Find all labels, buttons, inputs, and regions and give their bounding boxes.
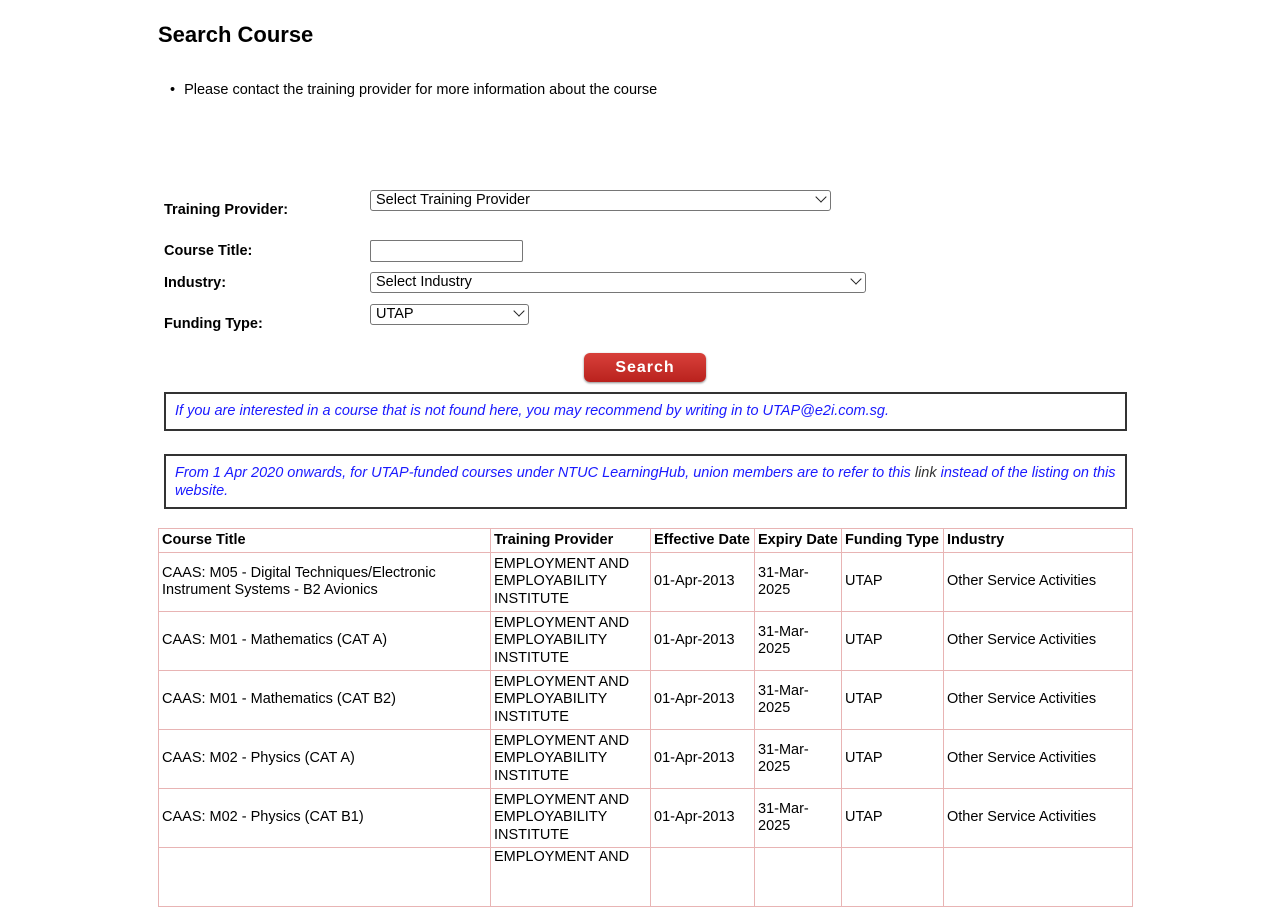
column-header[interactable]: Training Provider [490,528,651,553]
ntuc-note-text: From 1 Apr 2020 onwards, for UTAP-funded… [175,465,915,481]
table-row[interactable]: CAAS: M01 - Mathematics (CAT A) EMPLOYMEN… [158,611,1133,671]
ntuc-note: From 1 Apr 2020 onwards, for UTAP-funded… [164,454,1127,509]
table-cell [754,847,842,907]
industry-value: Select Industry [376,274,472,290]
table-cell: Other Service Activities [943,670,1133,730]
table-cell [943,847,1133,907]
column-header[interactable]: Course Title [158,528,491,553]
search-button[interactable]: Search [584,353,706,382]
training-provider-select[interactable]: Select Training Provider [370,190,831,211]
chevron-down-icon [815,191,827,203]
table-cell: 31-Mar-2025 [754,611,842,671]
table-cell: 31-Mar-2025 [754,729,842,789]
funding-type-label: Funding Type: [164,316,263,332]
table-cell: UTAP [841,729,944,789]
table-cell: Other Service Activities [943,729,1133,789]
table-cell: EMPLOYMENT AND EMPLOYABILITY INSTITUTE [490,729,651,789]
table-header-row: Course Title Training Provider Effective D… [158,528,1133,553]
ntuc-link[interactable]: link [914,465,937,481]
info-bullet: Please contact the training provider for… [170,82,657,98]
ntuc-note-text-end: instead of the listing on this website. [175,465,1116,499]
table-cell: 01-Apr-2013 [650,788,755,848]
table-cell: UTAP [841,670,944,730]
recommend-note: If you are interested in a course that i… [164,392,1127,431]
table-cell: 31-Mar-2025 [754,670,842,730]
industry-select[interactable]: Select Industry [370,272,866,293]
table-cell: Other Service Activities [943,552,1133,612]
table-row[interactable]: CAAS: M02 - Physics (CAT A) EMPLOYMENT AN… [158,729,1133,789]
industry-label: Industry: [164,275,227,291]
funding-type-value: UTAP [376,306,414,322]
table-cell: CAAS: M01 - Mathematics (CAT B2) [158,670,491,730]
table-cell: 01-Apr-2013 [650,729,755,789]
column-header[interactable]: Funding Type [841,528,944,553]
page-title: Search Course [158,22,314,47]
table-cell: CAAS: M01 - Mathematics (CAT A) [158,611,491,671]
table-cell: 01-Apr-2013 [650,552,755,612]
table-row[interactable]: CAAS: M01 - Mathematics (CAT B2) EMPLOYME… [158,670,1133,730]
table-cell: UTAP [841,611,944,671]
course-title-label: Course Title: [164,243,253,259]
chevron-down-icon [850,273,862,285]
chevron-down-icon [513,305,525,317]
training-provider-label: Training Provider: [164,202,289,218]
table-cell: EMPLOYMENT AND EMPLOYABILITY INSTITUTE [490,552,651,612]
table-cell: 01-Apr-2013 [650,611,755,671]
table-cell: 01-Apr-2013 [650,670,755,730]
column-header[interactable]: Expiry Date [754,528,842,553]
table-cell: EMPLOYMENT AND EMPLOYABILITY INSTITUTE [490,788,651,848]
funding-type-select[interactable]: UTAP [370,304,529,325]
course-title-input[interactable] [370,240,523,262]
table-cell: 31-Mar-2025 [754,788,842,848]
table-cell: 31-Mar-2025 [754,552,842,612]
column-header[interactable]: Industry [943,528,1133,553]
course-table: Course Title Training Provider Effective D… [158,528,1133,907]
training-provider-value: Select Training Provider [376,192,530,208]
table-cell: EMPLOYMENT AND [490,847,651,907]
table-row[interactable]: CAAS: M02 - Physics (CAT B1) EMPLOYMENT A… [158,788,1133,848]
table-cell: CAAS: M02 - Physics (CAT A) [158,729,491,789]
table-row[interactable]: CAAS: M05 - Digital Techniques/Electroni… [158,552,1133,612]
table-cell [841,847,944,907]
table-cell [650,847,755,907]
table-cell: CAAS: M02 - Physics (CAT B1) [158,788,491,848]
table-cell [158,847,491,907]
column-header[interactable]: Effective Date [650,528,755,553]
table-cell: Other Service Activities [943,611,1133,671]
table-cell: EMPLOYMENT AND EMPLOYABILITY INSTITUTE [490,611,651,671]
table-cell: EMPLOYMENT AND EMPLOYABILITY INSTITUTE [490,670,651,730]
table-cell: CAAS: M05 - Digital Techniques/Electroni… [158,552,491,612]
table-cell: UTAP [841,552,944,612]
table-row[interactable]: EMPLOYMENT AND [158,847,1133,907]
table-cell: Other Service Activities [943,788,1133,848]
table-cell: UTAP [841,788,944,848]
